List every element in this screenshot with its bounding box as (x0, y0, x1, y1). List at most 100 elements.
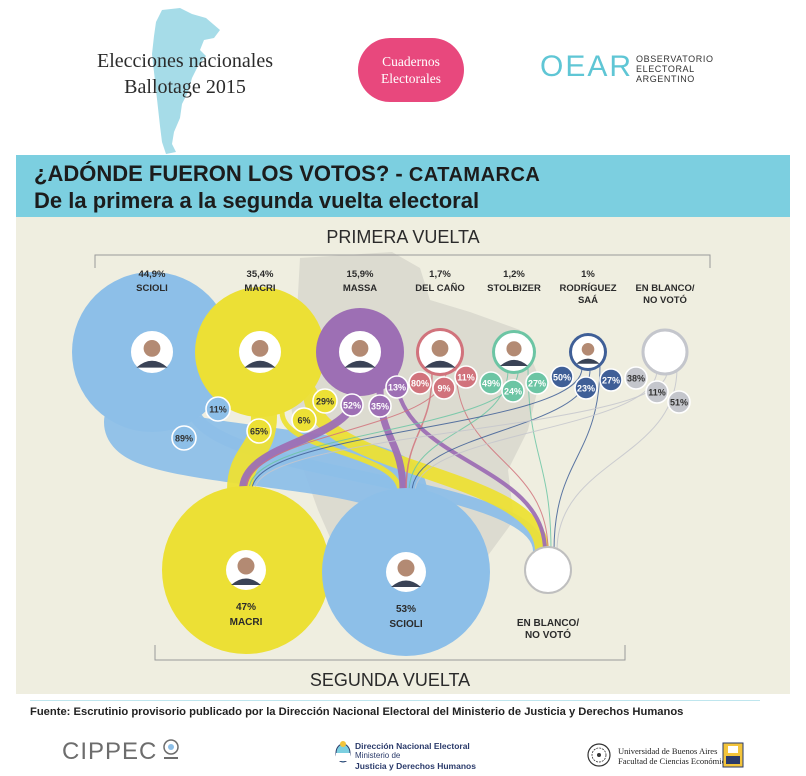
flow-bubble: 65% (246, 418, 272, 444)
second-round-name: SCIOLI (389, 619, 423, 630)
flow-bubble-circle (291, 407, 317, 433)
banner-title: ¿ADÓNDE FUERON LOS VOTOS? - CATAMARCA (34, 161, 540, 187)
flow-bubble-circle (550, 365, 574, 389)
flow-bubble-circle (340, 393, 364, 417)
flow-bubble-label: 11% (648, 388, 666, 398)
badge-line1: Cuadernos (382, 54, 440, 69)
first-round-name-line2: SAÁ (578, 295, 598, 306)
flow-rodrguez-to-blank (553, 363, 601, 552)
second-round-pct: 47% (236, 602, 256, 613)
source-note: Fuente: Escrutinio provisorio publicado … (30, 706, 684, 718)
flow-bubble: 35% (368, 394, 392, 418)
flow-bubble: 11% (645, 380, 669, 404)
flow-bubble-circle (205, 396, 231, 422)
flow-bubble-circle (574, 376, 598, 400)
flow-bubble: 52% (340, 393, 364, 417)
header-title-line1: Elecciones nacionales (96, 50, 274, 72)
banner-subtitle: De la primera a la segunda vuelta electo… (34, 188, 480, 213)
flow-bubble-label: 6% (297, 416, 310, 426)
flow-bubble-circle (385, 375, 409, 399)
flow-bubble: 38% (624, 366, 648, 390)
flow-bubble-circle (501, 379, 525, 403)
flow-enblanco-to-scioli (414, 369, 658, 493)
fce-emblem-icon (722, 742, 744, 768)
flow-bubble-circle (246, 418, 272, 444)
first-round-name: DEL CAÑO (415, 283, 464, 294)
dne-logo-line2: Ministerio de (355, 751, 401, 760)
first-round-pct: 1,2% (503, 269, 525, 280)
flow-bubble-label: 49% (482, 379, 500, 389)
candidate-avatar-icon (143, 340, 161, 357)
oear-logo-subtitle: OBSERVATORIO ELECTORAL ARGENTINO (636, 54, 714, 84)
title-banner: ¿ADÓNDE FUERON LOS VOTOS? - CATAMARCA De… (16, 155, 790, 217)
first-round-name: SCIOLI (136, 283, 168, 294)
first-round-name-line2: NO VOTÓ (643, 294, 687, 306)
first-round-pct: 44,9% (139, 269, 166, 280)
flow-massa-to-blank (394, 372, 547, 553)
candidate-avatar-icon (237, 557, 255, 575)
flow-delcao-to-blank (455, 367, 549, 552)
second-round-bracket (154, 645, 626, 661)
first-round-pct: 15,9% (347, 269, 374, 280)
flow-bubble-label: 80% (411, 379, 429, 389)
second-round-pct: 53% (396, 604, 416, 615)
first-round-label: PRIMERA VUELTA (326, 227, 479, 247)
flow-enblanco-to-macri (254, 371, 668, 491)
candidate-avatar-icon (431, 340, 449, 357)
flow-bubble-label: 52% (343, 401, 361, 411)
banner-title-main: ¿ADÓNDE FUERON LOS VOTOS? - (34, 161, 409, 186)
second-round-name-line2: NO VOTÓ (525, 628, 571, 641)
second-round-node (322, 488, 490, 656)
candidate-avatar-body-icon (344, 360, 376, 368)
first-round-bracket (94, 254, 711, 268)
flow-bubble-label: 50% (553, 373, 571, 383)
flow-bubble-circle (645, 380, 669, 404)
flow-bubble-circle (525, 371, 549, 395)
flow-bubble-label: 11% (209, 405, 227, 415)
cuadernos-badge: Cuadernos Electorales (358, 38, 464, 102)
first-round-name: EN BLANCO/ (635, 283, 694, 294)
candidate-avatar-body-icon (136, 360, 168, 368)
flow-bubble-label: 51% (670, 398, 688, 408)
second-round-circle (524, 546, 572, 594)
uba-logo-line1: Universidad de Buenos Aires (618, 746, 718, 756)
candidate-avatar-icon (397, 559, 415, 577)
second-round-node (524, 546, 572, 594)
first-round-node (492, 330, 536, 374)
flow-bubble: 89% (171, 425, 197, 451)
argentina-coat-of-arms-icon (335, 741, 351, 763)
first-round-name: MACRI (244, 283, 275, 294)
oear-sub-line2: ELECTORAL (636, 64, 695, 74)
flow-bubble-circle (432, 376, 456, 400)
source-divider (30, 700, 760, 701)
first-round-name: MASSA (343, 283, 377, 294)
banner-province: CATAMARCA (408, 164, 541, 186)
flow-bubble-circle (667, 390, 691, 414)
flow-bubble-label: 65% (250, 427, 268, 437)
candidate-avatar-icon (506, 341, 522, 357)
oear-sub-line3: ARGENTINO (636, 74, 695, 84)
flow-bubble: 11% (205, 396, 231, 422)
first-round-pct: 1,7% (429, 269, 451, 280)
uba-logo: Universidad de Buenos Aires Facultad de … (618, 746, 732, 766)
flow-bubble-label: 24% (504, 387, 522, 397)
flow-bubble-circle (624, 366, 648, 390)
flow-delcao-to-scioli (405, 371, 433, 493)
flow-bubble: 23% (574, 376, 598, 400)
flow-bubble-circle (368, 394, 392, 418)
candidate-avatar-body-icon (231, 578, 261, 585)
cippec-logo: CIPPEC (62, 738, 158, 765)
candidate-avatar-body-icon (576, 358, 600, 364)
flow-bubble-label: 35% (371, 402, 389, 412)
flow-bubble-circle (171, 425, 197, 451)
oear-sub-line1: OBSERVATORIO (636, 54, 714, 64)
flow-bubble: 24% (501, 379, 525, 403)
argentina-map-icon (152, 8, 220, 154)
uba-logo-line2: Facultad de Ciencias Económicas (618, 756, 733, 766)
candidate-avatar-icon (351, 340, 369, 357)
flow-bubble: 51% (667, 390, 691, 414)
flow-bubble: 27% (525, 371, 549, 395)
dne-logo: Dirección Nacional Electoral Ministerio … (355, 741, 476, 771)
flow-bubble-label: 9% (437, 384, 450, 394)
